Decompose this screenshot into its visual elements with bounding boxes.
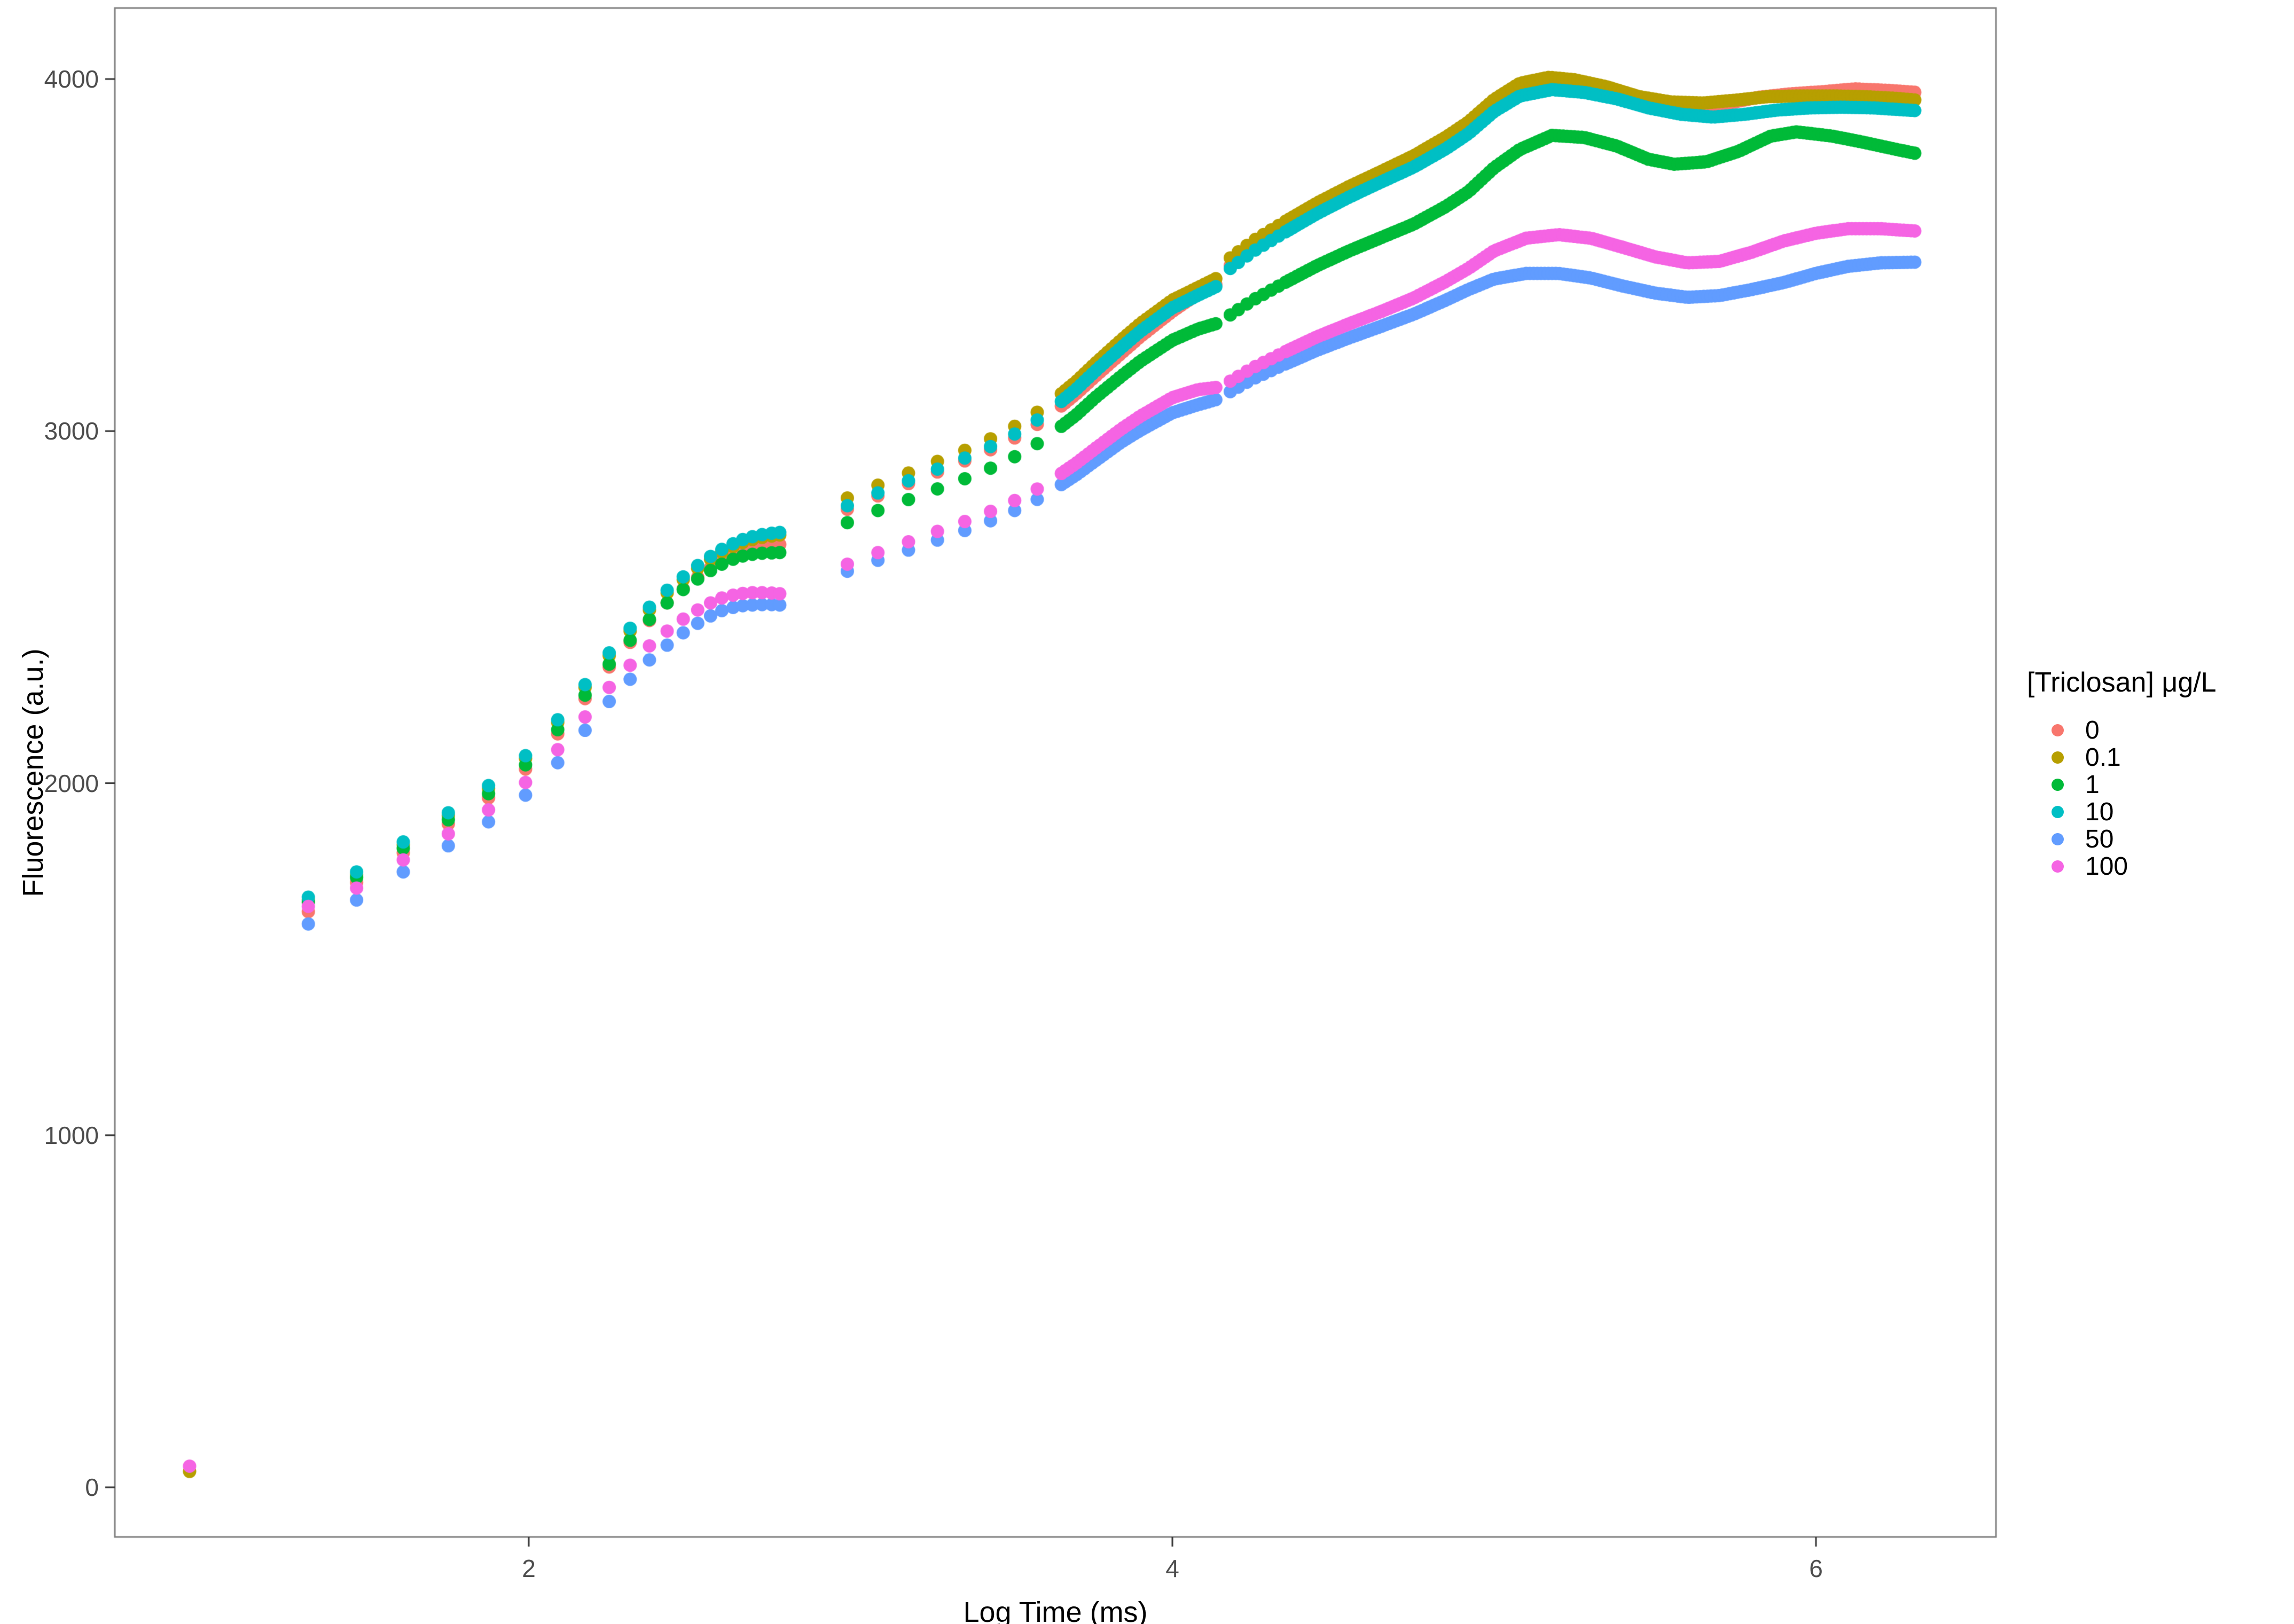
legend-entry: 0 xyxy=(2027,716,2217,744)
y-tick-label: 4000 xyxy=(44,65,99,93)
legend-key-dot xyxy=(2052,806,2064,818)
legend: [Triclosan] μg/L 0 0.1 1 10 50 100 xyxy=(2027,666,2217,881)
y-tick-label: 1000 xyxy=(44,1121,99,1149)
x-axis-title: Log Time (ms) xyxy=(963,1596,1148,1624)
y-axis-title: Fluorescence (a.u.) xyxy=(17,648,49,897)
y-tick-label: 0 xyxy=(85,1473,99,1501)
y-tick-label: 2000 xyxy=(44,769,99,797)
legend-entry-label: 0.1 xyxy=(2085,743,2121,772)
legend-entry: 100 xyxy=(2027,852,2217,881)
legend-entry-label: 50 xyxy=(2085,825,2114,853)
legend-entry: 0.1 xyxy=(2027,743,2217,772)
legend-key-dot xyxy=(2052,724,2064,736)
x-tick-label: 4 xyxy=(1165,1555,1179,1582)
x-tick-label: 6 xyxy=(1809,1555,1823,1582)
y-tick-label: 3000 xyxy=(44,417,99,445)
legend-title: [Triclosan] μg/L xyxy=(2027,667,2217,698)
legend-entry: 10 xyxy=(2027,798,2217,826)
legend-entries: 0 0.1 1 10 50 100 xyxy=(2027,716,2217,881)
legend-entry-label: 100 xyxy=(2085,852,2128,881)
legend-key-dot xyxy=(2052,751,2064,764)
legend-entry-label: 0 xyxy=(2085,716,2100,744)
legend-entry: 1 xyxy=(2027,771,2217,799)
legend-key-dot xyxy=(2052,833,2064,845)
legend-entry: 50 xyxy=(2027,825,2217,853)
legend-key-dot xyxy=(2052,779,2064,791)
legend-entry-label: 10 xyxy=(2085,798,2114,826)
x-tick-label: 2 xyxy=(522,1555,536,1582)
legend-entry-label: 1 xyxy=(2085,771,2100,799)
legend-key-dot xyxy=(2052,860,2064,873)
